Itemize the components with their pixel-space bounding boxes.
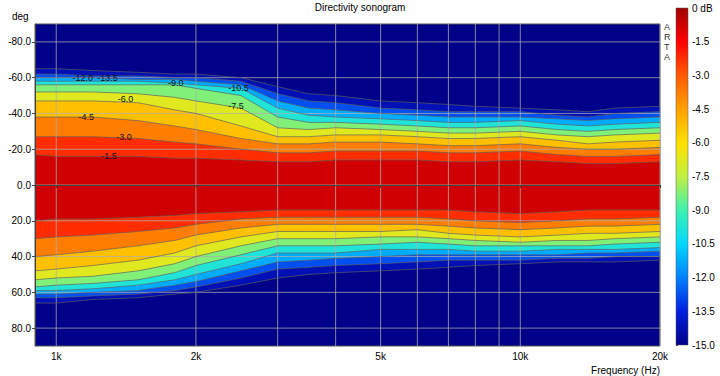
svg-text:-40.0: -40.0 [8, 108, 31, 119]
svg-text:80.0: 80.0 [12, 323, 32, 334]
svg-text:-20.0: -20.0 [8, 144, 31, 155]
svg-text:-12.0: -12.0 [72, 73, 93, 83]
svg-text:Frequency (Hz): Frequency (Hz) [591, 365, 660, 376]
svg-text:-1.5: -1.5 [692, 36, 710, 47]
svg-text:0 dB: 0 dB [692, 3, 713, 14]
svg-text:-4.5: -4.5 [692, 104, 710, 115]
svg-text:-12.0: -12.0 [692, 272, 715, 283]
svg-text:-3.0: -3.0 [692, 70, 710, 81]
svg-text:-15.0: -15.0 [692, 340, 715, 351]
svg-text:5k: 5k [375, 351, 387, 362]
svg-text:20.0: 20.0 [12, 215, 32, 226]
svg-text:0.0: 0.0 [17, 180, 31, 191]
svg-text:R: R [664, 32, 671, 42]
svg-text:1k: 1k [51, 351, 63, 362]
svg-text:-7.5: -7.5 [692, 171, 710, 182]
svg-text:deg: deg [12, 11, 29, 22]
svg-text:A: A [664, 22, 670, 32]
svg-text:A: A [664, 52, 670, 62]
svg-text:-13.5: -13.5 [97, 73, 118, 83]
svg-text:-3.0: -3.0 [116, 132, 132, 142]
svg-text:40.0: 40.0 [12, 251, 32, 262]
svg-text:60.0: 60.0 [12, 287, 32, 298]
svg-text:-60.0: -60.0 [8, 72, 31, 83]
svg-text:-1.5: -1.5 [101, 151, 117, 161]
svg-text:-4.5: -4.5 [78, 112, 94, 122]
svg-text:-7.5: -7.5 [228, 101, 244, 111]
svg-text:-10.5: -10.5 [228, 83, 249, 93]
svg-text:-6.0: -6.0 [118, 94, 134, 104]
svg-text:10k: 10k [512, 351, 529, 362]
svg-text:2k: 2k [191, 351, 203, 362]
svg-text:-9.0: -9.0 [168, 78, 184, 88]
svg-text:-13.5: -13.5 [692, 306, 715, 317]
svg-text:-80.0: -80.0 [8, 36, 31, 47]
svg-text:Directivity sonogram: Directivity sonogram [315, 2, 406, 13]
svg-text:20k: 20k [652, 351, 669, 362]
svg-text:T: T [664, 42, 670, 52]
svg-text:-10.5: -10.5 [692, 238, 715, 249]
svg-text:-6.0: -6.0 [692, 137, 710, 148]
svg-text:-9.0: -9.0 [692, 205, 710, 216]
